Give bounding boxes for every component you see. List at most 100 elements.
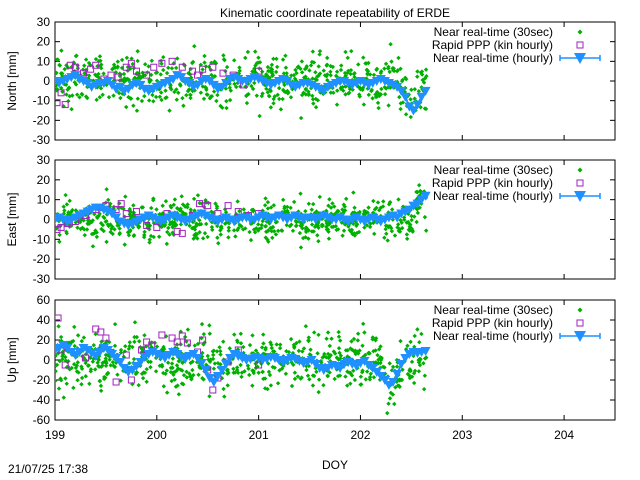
nrt30-point [107,357,112,362]
nrt30-point [147,240,152,245]
nrt30-point [274,64,280,70]
nrt30-point [330,64,336,70]
nrt30-point [99,364,104,369]
nrt30-point [326,203,331,208]
y-tick-label: -60 [33,413,51,427]
nrt30-point [352,205,357,210]
nrt30-point [286,90,291,95]
nrt30-point [164,390,170,395]
nrt30-point [97,54,103,59]
nrt30-point [93,228,98,233]
nrt30-point [133,371,139,377]
nrt30-point [347,86,353,92]
nrt30-point [79,338,85,344]
nrt30-point [305,373,311,378]
nrt30-point [250,383,255,388]
nrt30-point [73,208,79,213]
nrt30-point [73,82,79,87]
legend-label: Rapid PPP (kin hourly) [432,38,553,52]
nrt30-point [307,377,312,382]
nrt30-point [98,388,104,393]
rapid-point [183,339,191,347]
nrt30-point [173,345,178,351]
nrt30-point [154,207,159,212]
nrt30-point [111,93,116,98]
nrt30-point [166,225,171,231]
nrt30-point [99,62,104,67]
rapid-point [92,61,100,69]
nrt30-point [180,360,186,365]
nrt30-point [69,107,74,112]
nrt30-point [110,359,116,365]
nrt30-point [322,351,327,357]
legend-marker-rapid [576,319,584,327]
nrt30-point [279,228,284,233]
nrt30-point [317,48,323,54]
nrt30-point [355,338,361,343]
legend-label: Near real-time (hourly) [433,51,553,65]
y-tick-label: 30 [37,153,51,167]
rapid-point [224,202,232,210]
rapid-point [127,59,135,67]
nrt30-point [77,95,82,100]
legend-label: Near real-time (30sec) [434,303,553,317]
nrt30-point [142,73,148,78]
nrt30-point [146,64,151,69]
hourly-point [400,354,411,363]
nrt30-point [137,339,142,344]
nrt30-point [300,226,305,231]
nrt30-point [398,377,404,383]
nrt30-point [57,232,62,238]
nrt30-point [59,48,64,53]
rapid-point [196,200,204,208]
nrt30-point [369,88,374,94]
nrt30-point [387,200,393,205]
nrt30-point [164,241,170,247]
nrt30-point [354,230,360,236]
nrt30-point [352,74,357,80]
nrt30-point [364,61,369,66]
nrt30-point [165,229,170,235]
nrt30-point [60,357,65,362]
hourly-point [90,352,101,361]
nrt30-point [100,360,105,366]
nrt30-point [408,339,413,345]
nrt30-point [408,114,413,120]
nrt30-point [388,85,393,90]
nrt30-point [409,213,414,219]
nrt30-point [371,72,377,78]
nrt30-point [364,369,370,374]
nrt30-point [224,220,229,225]
nrt30-point [381,199,386,204]
x-axis-label: DOY [322,458,348,472]
nrt30-point [396,197,401,202]
nrt30-point [135,96,141,101]
nrt30-point [326,355,332,360]
nrt30-point [102,215,107,221]
nrt30-point [197,218,202,223]
nrt30-point [107,354,113,359]
nrt30-point [218,232,223,237]
nrt30-point [304,226,309,231]
nrt30-point [131,103,136,108]
nrt30-point [268,105,274,110]
nrt30-point [382,91,388,97]
rapid-point [102,334,110,342]
nrt30-point [74,369,80,374]
nrt30-point [412,96,417,101]
nrt30-point [294,340,299,346]
nrt30-point [337,338,343,343]
nrt30-point [343,73,348,78]
nrt30-point [239,370,245,375]
nrt30-point [364,67,370,73]
nrt30-point [87,210,92,216]
nrt30-point [87,381,92,387]
nrt30-point [422,356,428,361]
nrt30-point [147,79,152,85]
nrt30-point [346,91,351,96]
nrt30-point [283,53,288,58]
nrt30-point [219,226,224,231]
nrt30-point [74,363,80,368]
nrt30-point [148,359,153,365]
